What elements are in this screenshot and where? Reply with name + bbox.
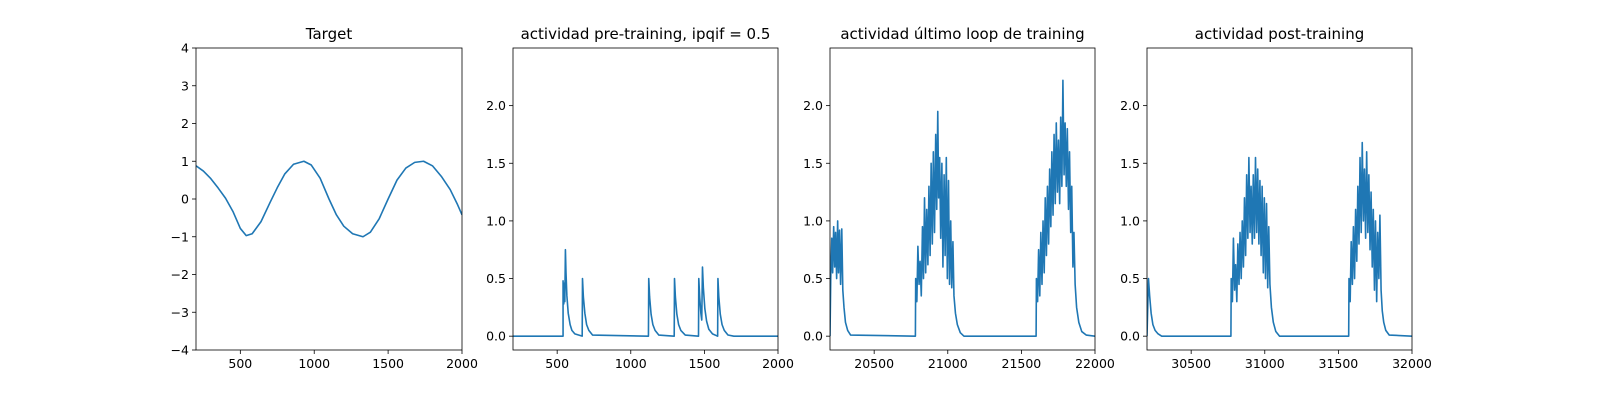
- x-tick-label: 1500: [372, 356, 404, 371]
- axes-frame: [1146, 47, 1413, 351]
- x-tick-label: 20500: [854, 356, 894, 371]
- subplot-2: actividad pre-training, ipqif = 0.5 500 10…: [486, 25, 794, 371]
- x-tick-label: 21500: [1002, 356, 1042, 371]
- x-tick-label: 31500: [1319, 356, 1359, 371]
- x-tick-label: 1500: [688, 356, 720, 371]
- series-line: [1147, 141, 1412, 337]
- y-tick-label: 0.0: [1120, 329, 1140, 344]
- y-tick-label: 1.0: [1120, 213, 1140, 228]
- x-tick-label: 30500: [1171, 356, 1211, 371]
- y-tick-label: 1.5: [803, 156, 823, 171]
- x-tick-label: 500: [228, 356, 252, 371]
- subplot-title: actividad post-training: [1195, 25, 1364, 43]
- y-tick-label: −2: [171, 267, 189, 282]
- x-tick-label: 22000: [1075, 356, 1115, 371]
- y-tick-label: 2: [181, 116, 189, 131]
- x-tick-label: 2000: [446, 356, 478, 371]
- x-tick-label: 21000: [928, 356, 968, 371]
- y-tick-label: 2.0: [803, 98, 823, 113]
- y-tick-label: 1.5: [1120, 156, 1140, 171]
- y-tick-label: 2.0: [1120, 98, 1140, 113]
- y-tick-label: 1.0: [803, 213, 823, 228]
- y-tick-label: −3: [171, 305, 189, 320]
- y-tick-label: 0.0: [803, 329, 823, 344]
- series-line: [830, 79, 1095, 337]
- subplot-3: actividad último loop de training 20500 21…: [803, 25, 1115, 371]
- y-tick-label: 1: [181, 154, 189, 169]
- axes-frame: [829, 47, 1096, 351]
- x-tick-label: 2000: [762, 356, 794, 371]
- series-line: [513, 248, 778, 337]
- x-tick-label: 500: [545, 356, 569, 371]
- y-tick-label: 3: [181, 78, 189, 93]
- y-tick-label: 0.5: [486, 271, 506, 286]
- subplot-1: Target 500 1000 1500 2000 −4 −3 −2 −1 0 1 2 3 4: [171, 25, 478, 371]
- x-tick-label: 1000: [298, 356, 330, 371]
- x-tick-label: 1000: [615, 356, 647, 371]
- y-tick-label: 1.0: [486, 213, 506, 228]
- x-tick-label: 32000: [1392, 356, 1432, 371]
- subplot-4: actividad post-training 30500 31000 31500 32…: [1120, 25, 1432, 371]
- y-tick-label: 0.5: [1120, 271, 1140, 286]
- subplot-title: actividad último loop de training: [840, 25, 1084, 43]
- subplot-title: Target: [305, 25, 353, 43]
- axes-frame: [512, 47, 779, 351]
- y-tick-label: 2.0: [486, 98, 506, 113]
- subplot-title: actividad pre-training, ipqif = 0.5: [521, 25, 771, 43]
- y-tick-label: 0.0: [486, 329, 506, 344]
- y-tick-label: 4: [181, 41, 189, 56]
- y-tick-label: 0.5: [803, 271, 823, 286]
- y-tick-label: 1.5: [486, 156, 506, 171]
- y-tick-label: −1: [171, 229, 189, 244]
- y-tick-label: 0: [181, 192, 189, 207]
- x-tick-label: 31000: [1245, 356, 1285, 371]
- series-line: [196, 160, 462, 238]
- axes-frame: [195, 47, 463, 351]
- y-tick-label: −4: [171, 343, 189, 358]
